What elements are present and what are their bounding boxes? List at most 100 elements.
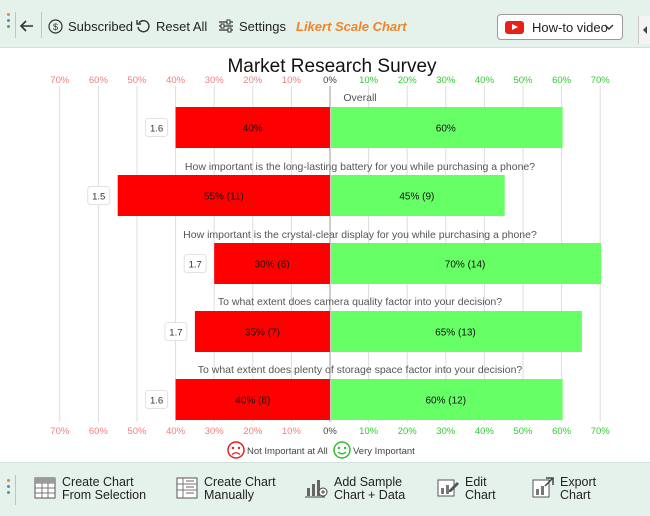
likert-row: How important is the long-lasting batter… [87,161,535,216]
bar-label-negative: 40% (8) [235,396,270,407]
bar-positive[interactable] [331,243,602,284]
add-sample-chart-button[interactable]: Add Sample Chart + Data [304,476,405,502]
x-tick-label: 60% [89,426,109,437]
x-axis-top: 70% 60% 50% 40% 30% 20% 10% 0% 10% 20% 30% 40% 50% 60… [50,75,610,86]
x-tick-label: 60% [552,75,572,86]
collapse-panel-button[interactable] [638,16,650,44]
edit-chart-icon [437,479,459,497]
export-chart-line1: Export [560,475,597,489]
legend-item-positive[interactable]: Very Important [333,441,415,459]
table-grid-icon [34,477,56,499]
reset-icon [136,19,150,32]
drag-handle-icon[interactable] [7,479,11,497]
settings-sliders-icon [219,19,233,33]
x-tick-label: 30% [205,426,225,437]
bar-negative[interactable] [175,107,330,148]
edit-chart-button[interactable]: Edit Chart [437,476,496,502]
svg-text:$: $ [53,22,58,32]
x-tick-label: 70% [591,426,611,437]
drag-handle-icon[interactable] [7,13,11,31]
bar-label-negative: 35% (7) [245,328,280,339]
legend: Not Important at All Very Important [227,441,415,459]
toolbar-divider [15,475,16,505]
x-tick-label: 40% [475,75,495,86]
bar-label-negative: 30% (6) [255,260,290,271]
x-tick-label: 10% [282,75,302,86]
score-badge [145,118,169,137]
bar-label-negative: 40% [243,124,263,135]
create-chart-from-selection-button[interactable]: Create Chart From Selection [34,476,146,502]
x-tick-label: 20% [243,75,263,86]
dollar-icon: $ [48,18,63,34]
bar-label-positive: 45% (9) [399,192,434,203]
question-label: Overall [343,92,376,104]
create-from-selection-line2: From Selection [62,488,147,502]
reset-all-label: Reset All [156,18,208,34]
back-button[interactable] [20,15,39,37]
create-chart-manually-button[interactable]: Create Chart Manually [176,476,276,502]
export-chart-line2: Chart [560,488,591,502]
score-value: 1.6 [150,396,163,407]
bar-positive[interactable] [331,107,563,148]
x-tick-label: 30% [436,75,456,86]
x-tick-label: 0% [323,426,337,437]
settings-label: Settings [239,18,286,34]
chart-name-title: Likert Scale Chart [296,19,407,34]
question-label: How important is the long-lasting batter… [185,161,535,173]
likert-row: How important is the crystal-clear displ… [183,229,602,284]
bar-negative[interactable] [194,311,330,352]
likert-chart: Market Research Survey 70% 60% 50% 40% 30% 20… [50,56,610,459]
score-badge [145,390,169,409]
bar-negative[interactable] [175,379,330,420]
x-tick-label: 70% [591,75,611,86]
bar-label-positive: 60% (12) [426,396,467,407]
chevron-down-icon [604,24,614,30]
export-chart-icon [532,477,554,498]
x-tick-label: 20% [243,426,263,437]
score-value: 1.7 [189,260,202,271]
bar-positive[interactable] [331,175,505,216]
x-tick-label: 50% [127,426,147,437]
x-tick-label: 30% [436,426,456,437]
score-value: 1.5 [92,192,105,203]
question-label: To what extent does plenty of storage sp… [198,364,523,376]
bar-label-positive: 70% (14) [445,260,486,271]
x-tick-label: 10% [359,75,379,86]
how-to-video-dropdown[interactable]: How-to video [497,14,623,40]
score-value: 1.7 [169,328,182,339]
x-tick-label: 70% [50,75,70,86]
score-value: 1.6 [150,124,163,135]
x-axis-bottom: 70% 60% 50% 40% 30% 20% 10% 0% 10% 20% 30% 40% 50% 60… [50,426,610,437]
likert-rows: Overall 40% 60% 1.6 How important is the lon… [87,92,602,420]
x-tick-label: 20% [398,75,418,86]
bar-negative[interactable] [214,243,330,284]
youtube-icon [505,20,524,34]
x-tick-label: 70% [50,426,70,437]
legend-label-negative: Not Important at All [247,446,328,457]
export-chart-button[interactable]: Export Chart [532,476,596,502]
score-badge [183,254,207,273]
bar-positive[interactable] [331,311,582,352]
x-tick-label: 30% [205,75,225,86]
score-badge [164,322,188,341]
settings-button[interactable]: Settings [218,15,286,37]
likert-row: To what extent does camera quality facto… [164,296,582,352]
bar-positive[interactable] [331,379,563,420]
add-sample-line1: Add Sample [334,475,403,489]
chart-title: Market Research Survey [227,56,437,77]
sample-chart-icon [305,480,328,498]
reset-all-button[interactable]: Reset All [136,15,207,37]
likert-row: Overall 40% 60% 1.6 [145,92,563,148]
legend-item-negative[interactable]: Not Important at All [227,441,328,459]
bar-label-negative: 55% (11) [204,192,244,203]
subscribed-button[interactable]: $ Subscribed [48,15,133,37]
subscribed-label: Subscribed [68,18,134,34]
create-manually-line1: Create Chart [204,475,276,489]
how-to-video-label: How-to video [532,19,608,35]
bar-negative[interactable] [117,175,330,216]
top-toolbar: $ Subscribed Reset All Settings Likert S… [0,0,650,48]
x-tick-label: 60% [552,426,572,437]
edit-chart-line1: Edit [465,475,487,489]
edit-chart-line2: Chart [465,488,496,502]
bar-label-positive: 65% (13) [435,328,476,339]
